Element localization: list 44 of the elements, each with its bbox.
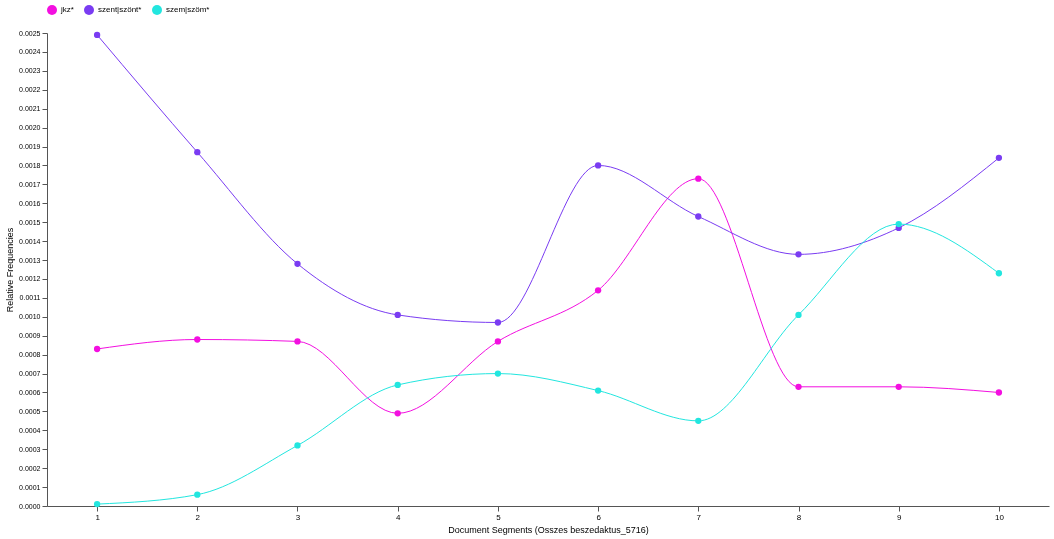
- point: [394, 381, 401, 389]
- point: [494, 338, 502, 345]
- x-tick-label: 10: [994, 512, 1005, 522]
- legend-label: szent|szönt*: [98, 5, 142, 14]
- point: [294, 442, 301, 449]
- point: [394, 311, 401, 319]
- point: [594, 387, 602, 394]
- y-axis-title: Relative Frequencies: [5, 227, 16, 313]
- point: [194, 336, 201, 343]
- x-tick-label: 6: [596, 512, 602, 522]
- point: [795, 383, 802, 390]
- legend-label: szem|szöm*: [166, 5, 210, 14]
- point: [594, 162, 602, 169]
- legend-label: jkz*: [60, 5, 74, 14]
- point: [895, 383, 902, 390]
- point: [895, 220, 902, 228]
- x-tick-label: 7: [696, 512, 702, 522]
- point: [594, 287, 602, 294]
- point: [294, 260, 301, 267]
- point: [394, 410, 401, 417]
- x-tick-label: 4: [395, 512, 401, 522]
- point: [194, 491, 201, 498]
- x-tick-label: 1: [95, 512, 101, 522]
- x-tick-label: 2: [195, 512, 201, 522]
- x-tick-label: 3: [295, 512, 301, 522]
- point: [494, 370, 502, 377]
- point: [795, 311, 802, 319]
- x-tick-label: 5: [496, 512, 502, 522]
- x-tick-label: 9: [896, 512, 902, 522]
- point: [695, 417, 702, 425]
- point: [695, 213, 702, 220]
- point: [194, 149, 201, 156]
- point: [294, 338, 301, 345]
- point: [795, 251, 802, 258]
- point: [695, 175, 702, 182]
- x-tick-label: 8: [796, 512, 802, 522]
- point: [995, 270, 1003, 277]
- point: [494, 319, 502, 326]
- point: [93, 500, 101, 508]
- x-axis-title: Document Segments (Osszes beszedaktus_5716): [448, 524, 649, 535]
- point: [93, 31, 101, 39]
- point: [93, 345, 101, 353]
- point: [995, 389, 1003, 396]
- point: [995, 154, 1003, 162]
